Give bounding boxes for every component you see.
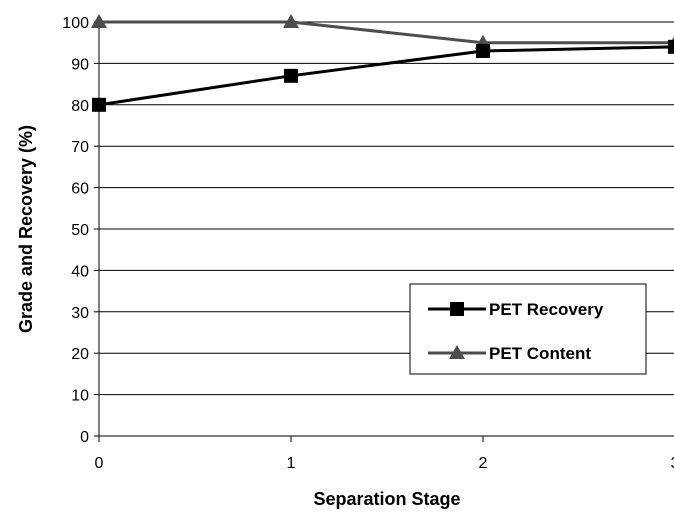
legend: PET Recovery PET Content xyxy=(409,283,647,375)
x-tick-label: 1 xyxy=(287,455,296,472)
y-tick-label: 20 xyxy=(71,346,89,363)
series-line xyxy=(98,45,674,107)
y-tick-label: 60 xyxy=(71,181,89,198)
data-point-square xyxy=(476,43,490,58)
x-tick-labels: 0 1 2 3 xyxy=(95,436,674,472)
y-tick-label: 30 xyxy=(71,305,89,322)
y-tick-label: 80 xyxy=(71,98,89,115)
y-tick-label: 50 xyxy=(71,222,89,239)
data-point-square xyxy=(284,68,298,83)
y-tick-label: 70 xyxy=(71,139,89,156)
x-tick-label: 3 xyxy=(671,455,674,472)
y-tick-label: 100 xyxy=(62,15,89,32)
x-axis-title: Separation Stage xyxy=(313,489,460,509)
y-axis-title: Grade and Recovery (%) xyxy=(16,125,36,333)
data-point-triangle xyxy=(91,14,107,28)
legend-entry: PET Recovery xyxy=(428,300,604,319)
series-group xyxy=(91,14,674,112)
gridlines xyxy=(99,21,674,396)
data-point-square xyxy=(668,39,674,54)
legend-entry: PET Content xyxy=(428,344,591,363)
series-pet-recovery xyxy=(92,39,674,112)
legend-marker-square xyxy=(450,302,464,316)
x-tick-label: 0 xyxy=(95,455,104,472)
y-tick-label: 0 xyxy=(80,429,89,446)
y-tick-label: 40 xyxy=(71,263,89,280)
y-tick-labels: 0 10 20 30 40 50 60 70 80 90 100 xyxy=(62,15,99,446)
data-point-triangle xyxy=(283,14,299,28)
series-line xyxy=(99,20,674,45)
data-point-square xyxy=(92,97,106,112)
y-tick-label: 90 xyxy=(71,56,89,73)
legend-marker-triangle xyxy=(449,345,465,359)
legend-label: PET Content xyxy=(489,344,591,363)
x-tick-label: 2 xyxy=(479,455,488,472)
legend-label: PET Recovery xyxy=(489,300,604,319)
y-tick-label: 10 xyxy=(71,388,89,405)
legend-box xyxy=(409,283,647,375)
